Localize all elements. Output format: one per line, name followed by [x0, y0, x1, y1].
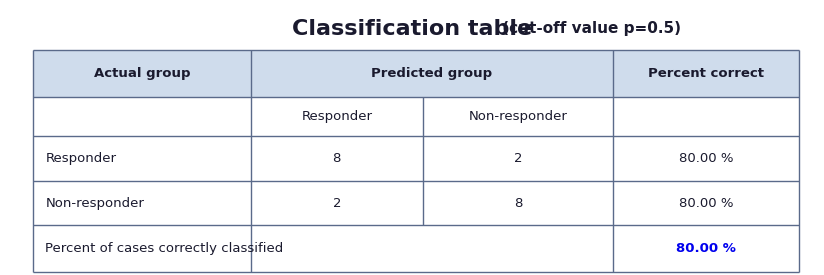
Bar: [613, 50, 799, 97]
Text: Responder: Responder: [45, 152, 116, 165]
Text: (cut-off value p=0.5): (cut-off value p=0.5): [497, 21, 681, 36]
Text: Non-responder: Non-responder: [45, 197, 144, 210]
Text: 2: 2: [333, 197, 341, 210]
Text: 8: 8: [514, 197, 522, 210]
Bar: [33, 226, 613, 272]
Text: Predicted group: Predicted group: [372, 67, 493, 80]
Bar: [423, 136, 613, 181]
Text: Percent of cases correctly classified: Percent of cases correctly classified: [45, 242, 283, 255]
Text: Responder: Responder: [302, 110, 372, 123]
Text: 80.00 %: 80.00 %: [677, 242, 737, 255]
Text: 80.00 %: 80.00 %: [679, 197, 733, 210]
Bar: [423, 181, 613, 226]
Text: Actual group: Actual group: [94, 67, 190, 80]
Bar: [613, 181, 799, 226]
Text: Classification table: Classification table: [292, 19, 532, 39]
Bar: [250, 136, 423, 181]
Bar: [250, 181, 423, 226]
Bar: [33, 97, 250, 136]
Text: Non-responder: Non-responder: [469, 110, 568, 123]
Bar: [423, 97, 613, 136]
Bar: [33, 181, 250, 226]
Text: 8: 8: [333, 152, 341, 165]
Text: 2: 2: [514, 152, 522, 165]
Bar: [613, 97, 799, 136]
Bar: [33, 136, 250, 181]
Bar: [250, 50, 613, 97]
Text: Percent correct: Percent correct: [648, 67, 765, 80]
Bar: [250, 97, 423, 136]
Bar: [33, 50, 250, 97]
Bar: [613, 226, 799, 272]
Text: 80.00 %: 80.00 %: [679, 152, 733, 165]
Bar: [613, 136, 799, 181]
